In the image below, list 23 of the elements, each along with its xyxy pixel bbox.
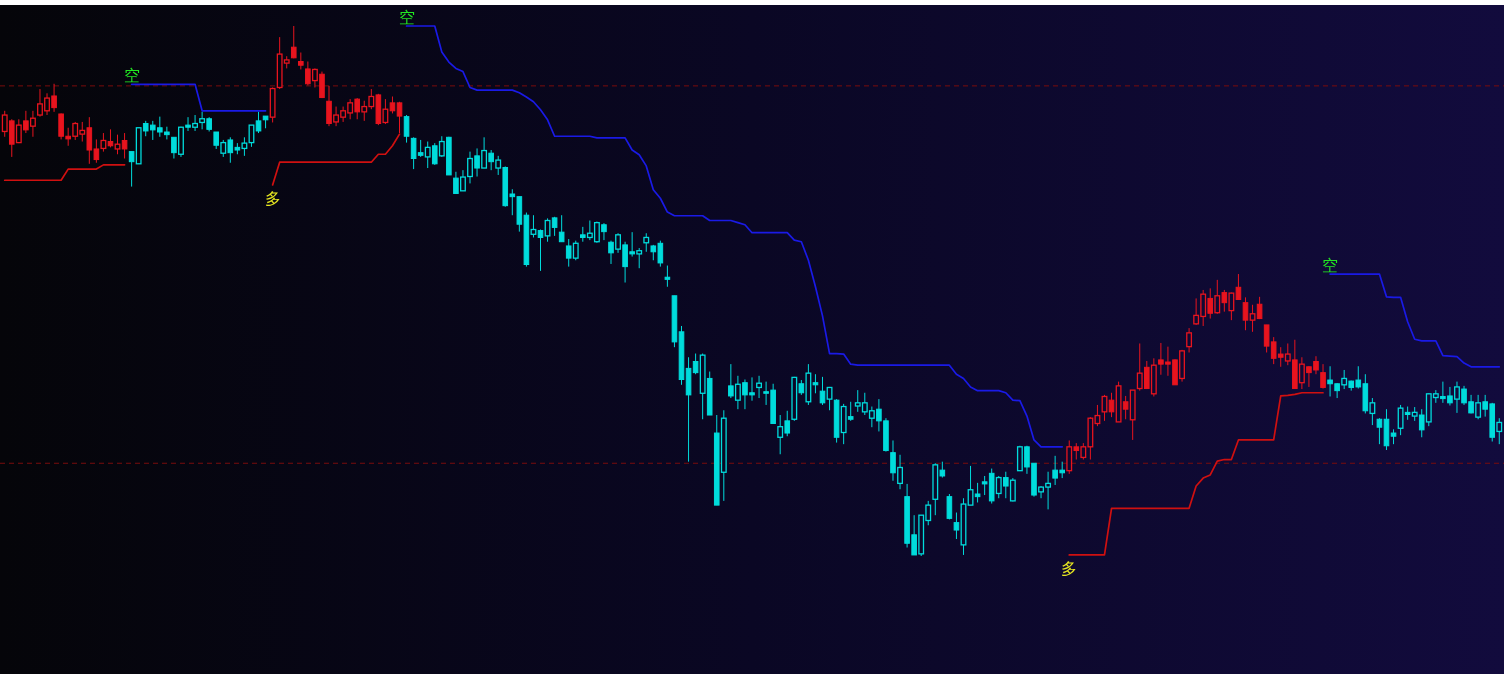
candlestick: [953, 512, 960, 540]
candlestick: [1249, 304, 1256, 333]
candlestick: [255, 111, 262, 134]
candlestick: [290, 25, 297, 59]
series-label: 空: [123, 66, 140, 86]
candlestick: [974, 482, 981, 503]
candlestick: [664, 265, 671, 288]
candlestick: [396, 101, 403, 134]
candlestick: [1242, 296, 1249, 331]
candlestick: [537, 229, 544, 272]
text: 空: [398, 8, 415, 27]
candlestick: [403, 114, 410, 144]
candlestick: [121, 132, 128, 159]
candlestick: [1320, 363, 1326, 390]
candlestick: [1376, 417, 1383, 445]
candlestick: [946, 493, 953, 520]
series-label: 多: [1061, 558, 1078, 578]
candlestick: [643, 232, 650, 253]
text: 空: [1322, 256, 1339, 276]
text: 多: [264, 189, 281, 208]
candlestick: [558, 214, 565, 243]
candlestick: [1186, 327, 1193, 353]
candlestick: [756, 375, 762, 399]
